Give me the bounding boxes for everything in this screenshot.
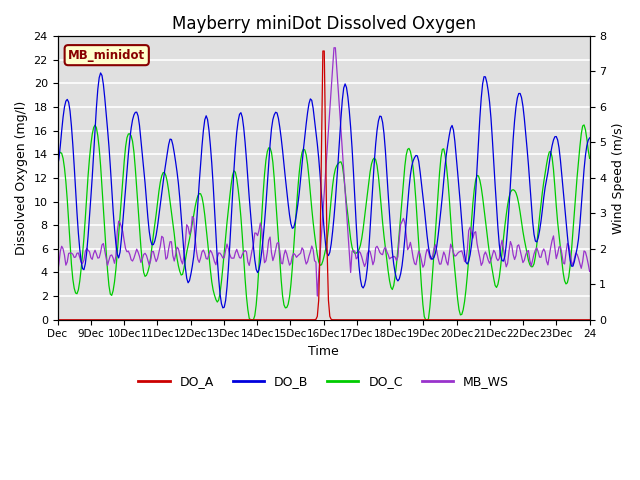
X-axis label: Time: Time (308, 345, 339, 358)
Text: MB_minidot: MB_minidot (68, 48, 145, 61)
Y-axis label: Wind Speed (m/s): Wind Speed (m/s) (612, 122, 625, 234)
Y-axis label: Dissolved Oxygen (mg/l): Dissolved Oxygen (mg/l) (15, 101, 28, 255)
Title: Mayberry miniDot Dissolved Oxygen: Mayberry miniDot Dissolved Oxygen (172, 15, 476, 33)
Legend: DO_A, DO_B, DO_C, MB_WS: DO_A, DO_B, DO_C, MB_WS (133, 370, 514, 393)
